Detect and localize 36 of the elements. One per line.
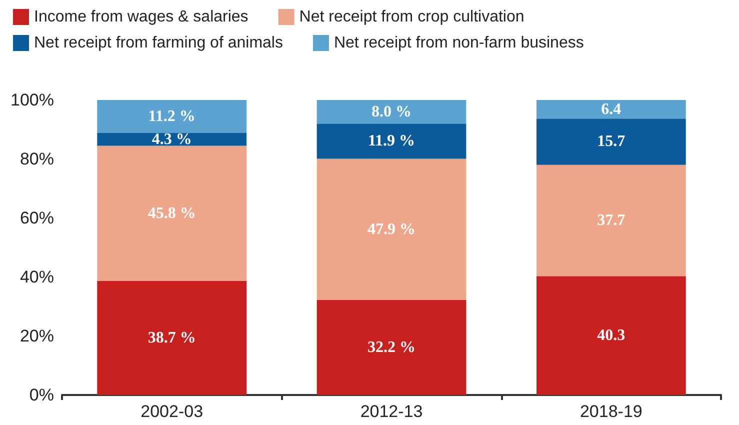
data-label: 47.9 % [368, 220, 416, 238]
bar [316, 124, 466, 159]
data-label: 37.7 [597, 212, 626, 230]
data-label: 15.7 [597, 133, 626, 150]
data-label: 11.2 % [148, 108, 196, 126]
data-label: 45.8 % [148, 204, 196, 222]
data-label: 6.4 [601, 100, 622, 118]
legend-label: Net receipt from non-farm business [334, 34, 584, 52]
bar [536, 276, 686, 395]
legend-label: Net receipt from crop cultivation [299, 8, 524, 26]
bar [536, 100, 686, 119]
y-tick-label: 20% [20, 326, 54, 346]
y-tick-label: 0% [29, 386, 54, 404]
bar [536, 118, 686, 165]
bar [97, 100, 247, 134]
data-label: 40.3 [597, 327, 626, 344]
bar [97, 280, 247, 395]
data-label: 38.7 % [148, 329, 196, 346]
x-tick-label: 2012-13 [360, 402, 423, 421]
data-label: 11.9 % [368, 132, 416, 150]
x-tick-label: 2002-03 [140, 402, 204, 421]
y-tick-label: 60% [20, 208, 54, 228]
data-label: 8.0 % [372, 103, 412, 120]
bar [316, 300, 466, 395]
bar [536, 164, 686, 276]
y-tick-label: 100% [10, 90, 54, 110]
x-tick-label: 2018-19 [580, 402, 642, 421]
bar [97, 146, 247, 281]
legend-label: Net receipt from farming of animals [34, 34, 283, 52]
data-label: 32.2 % [368, 339, 416, 356]
y-tick-label: 80% [20, 150, 54, 168]
data-label: 4.3 % [152, 130, 192, 148]
legend-label: Income from wages & salaries [34, 8, 248, 26]
bar [316, 100, 466, 124]
y-tick-label: 40% [20, 268, 54, 286]
bar [316, 158, 466, 300]
